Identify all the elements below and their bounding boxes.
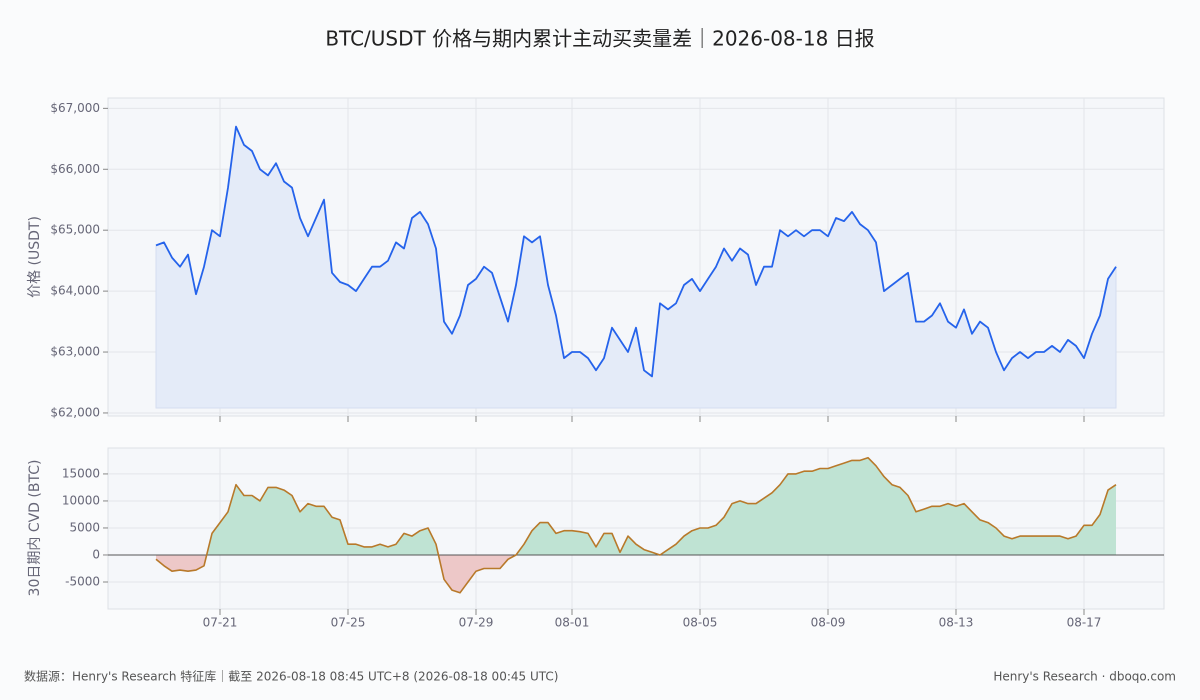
y-tick-label: 15000: [62, 466, 100, 480]
y-tick-label: 5000: [69, 520, 100, 534]
y-tick-label: $62,000: [50, 405, 100, 419]
x-tick-label: 08-01: [555, 616, 590, 630]
y-axis-label: 30日期内 CVD (BTC): [27, 460, 43, 597]
x-tick-label: 08-09: [811, 616, 846, 630]
y-tick-label: -5000: [65, 574, 100, 588]
footer-brand: Henry's Research · dboqo.com: [993, 670, 1176, 684]
y-tick-label: $64,000: [50, 284, 100, 298]
cvd-line: [155, 456, 1117, 594]
price-line: [155, 125, 1117, 378]
y-tick-label: $66,000: [50, 162, 100, 176]
x-tick-label: 08-17: [1067, 616, 1102, 630]
y-tick-label: $65,000: [50, 223, 100, 237]
y-tick-label: $63,000: [50, 345, 100, 359]
x-tick-label: 07-21: [203, 616, 238, 630]
x-tick-label: 07-25: [331, 616, 366, 630]
y-tick-label: 0: [92, 547, 100, 561]
chart-title: BTC/USDT 价格与期内累计主动买卖量差｜2026-08-18 日报: [325, 27, 874, 51]
footer-source: 数据源：Henry's Research 特征库｜截至 2026-08-18 0…: [24, 669, 558, 684]
positive-area: [156, 457, 1116, 555]
y-tick-label: 10000: [62, 493, 100, 507]
x-tick-label: 08-13: [939, 616, 974, 630]
y-axis-label: 价格 (USDT): [27, 216, 43, 298]
x-tick-label: 07-29: [459, 616, 494, 630]
x-tick-label: 08-05: [683, 616, 718, 630]
y-tick-label: $67,000: [50, 101, 100, 115]
